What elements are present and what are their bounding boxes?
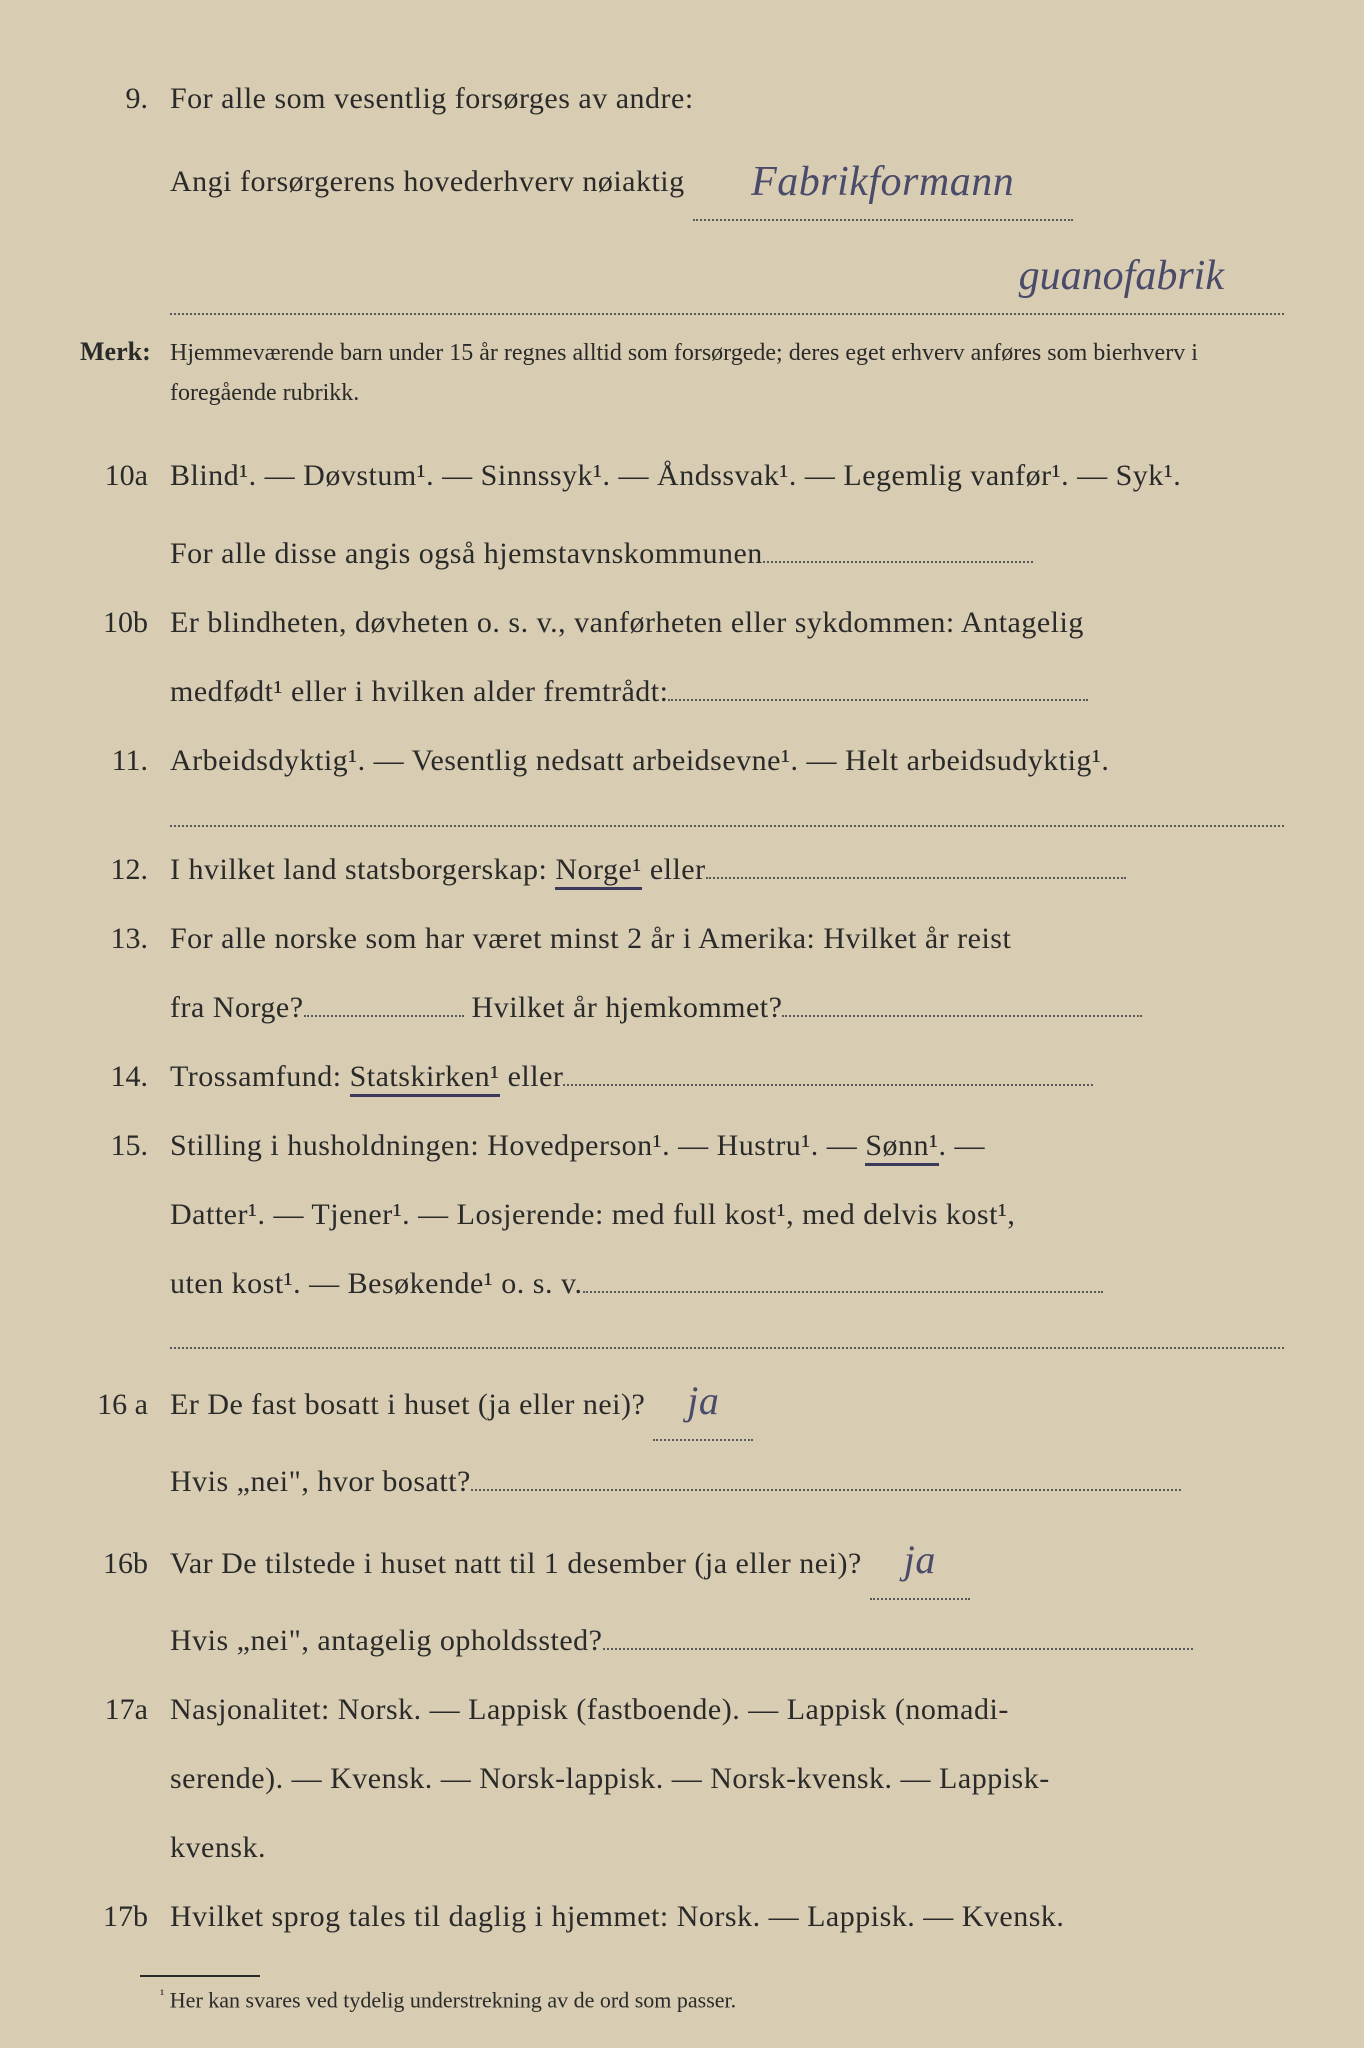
- q12-number: 12.: [80, 841, 170, 898]
- q13-line2b: Hvilket år hjemkommet?: [472, 991, 783, 1024]
- q10b-number: 10b: [80, 594, 170, 651]
- footnote: ¹ Her kan svares ved tydelig understrekn…: [160, 1987, 1284, 2013]
- q16b-line2: Hvis „nei", antagelig opholdssted?: [170, 1624, 603, 1657]
- q16b-line1: Var De tilstede i huset natt til 1 desem…: [170, 1547, 862, 1580]
- q9-answer-field-2[interactable]: guanofabrik: [170, 233, 1284, 315]
- q9-answer1: Fabrikformann: [751, 159, 1014, 205]
- q15-underlined: Sønn¹: [865, 1129, 938, 1166]
- q11-number: 11.: [80, 732, 170, 789]
- q14-underlined: Statskirken¹: [350, 1060, 500, 1097]
- q10b-line2: medfødt¹ eller i hvilken alder fremtrådt…: [170, 675, 668, 708]
- q9-line2-prefix: Angi forsørgerens hovederhverv nøiaktig: [170, 165, 685, 198]
- merk-label: Merk:: [80, 327, 170, 376]
- q11-fill-line[interactable]: [170, 801, 1284, 827]
- question-15: 15. Stilling i husholdningen: Hovedperso…: [80, 1117, 1284, 1174]
- q17b-text: Hvilket sprog tales til daglig i hjemmet…: [170, 1888, 1284, 1945]
- q17a-line3: kvensk.: [170, 1819, 1284, 1876]
- question-10b-line2: medfødt¹ eller i hvilken alder fremtrådt…: [80, 663, 1284, 720]
- question-10a-line3: For alle disse angis også hjemstavnskomm…: [80, 525, 1284, 582]
- q16a-line1: Er De fast bosatt i huset (ja eller nei)…: [170, 1388, 645, 1421]
- question-14: 14. Trossamfund: Statskirken¹ eller: [80, 1048, 1284, 1105]
- footnote-marker: ¹: [160, 1987, 164, 2003]
- merk-text: Hjemmeværende barn under 15 år regnes al…: [170, 333, 1284, 415]
- q16b-answer: ja: [904, 1537, 936, 1582]
- q17a-number: 17a: [80, 1681, 170, 1738]
- q12-underlined: Norge¹: [555, 853, 641, 890]
- q12-fill[interactable]: [706, 877, 1126, 879]
- question-13: 13. For alle norske som har været minst …: [80, 910, 1284, 967]
- question-9-line2: Angi forsørgerens hovederhverv nøiaktig …: [80, 139, 1284, 221]
- question-9: 9. For alle som vesentlig forsørges av a…: [80, 70, 1284, 127]
- q10a-fill[interactable]: [763, 561, 1033, 563]
- q16a-number: 16 a: [80, 1376, 170, 1433]
- q10a-line3: For alle disse angis også hjemstavnskomm…: [170, 537, 763, 570]
- q17a-line2: serende). — Kvensk. — Norsk-lappisk. — N…: [170, 1750, 1284, 1807]
- q10a-options: Blind¹. — Døvstum¹. — Sinnssyk¹. — Åndss…: [170, 438, 1284, 513]
- q14-number: 14.: [80, 1048, 170, 1105]
- footnote-rule: [140, 1975, 260, 1977]
- q9-answer2: guanofabrik: [1019, 253, 1224, 299]
- question-17a-line3: kvensk.: [80, 1819, 1284, 1876]
- q9-answer-line2: guanofabrik: [170, 233, 1284, 315]
- question-11: 11. Arbeidsdyktig¹. — Vesentlig nedsatt …: [80, 732, 1284, 789]
- q17a-line1: Nasjonalitet: Norsk. — Lappisk (fastboen…: [170, 1681, 1284, 1738]
- q10b-fill[interactable]: [668, 699, 1088, 701]
- question-16a-line2: Hvis „nei", hvor bosatt?: [80, 1453, 1284, 1510]
- q13-fill1[interactable]: [304, 1015, 464, 1017]
- q11-text: Arbeidsdyktig¹. — Vesentlig nedsatt arbe…: [170, 732, 1284, 789]
- q15-fill[interactable]: [583, 1291, 1103, 1293]
- q10a-number: 10a: [80, 447, 170, 504]
- question-15-line3: uten kost¹. — Besøkende¹ o. s. v.: [80, 1255, 1284, 1312]
- q13-line2a: fra Norge?: [170, 991, 304, 1024]
- question-17b: 17b Hvilket sprog tales til daglig i hje…: [80, 1888, 1284, 1945]
- q16a-line2: Hvis „nei", hvor bosatt?: [170, 1465, 471, 1498]
- q16b-number: 16b: [80, 1535, 170, 1592]
- question-17a-line2: serende). — Kvensk. — Norsk-lappisk. — N…: [80, 1750, 1284, 1807]
- question-16b-line2: Hvis „nei", antagelig opholdssted?: [80, 1612, 1284, 1669]
- q10b-line1: Er blindheten, døvheten o. s. v., vanfør…: [170, 594, 1284, 651]
- question-17a: 17a Nasjonalitet: Norsk. — Lappisk (fast…: [80, 1681, 1284, 1738]
- q16b-answer-field[interactable]: ja: [870, 1522, 970, 1600]
- q14-prefix: Trossamfund:: [170, 1060, 350, 1093]
- census-form-page: 9. For alle som vesentlig forsørges av a…: [80, 70, 1284, 2008]
- question-15-line2: Datter¹. — Tjener¹. — Losjerende: med fu…: [80, 1186, 1284, 1243]
- merk-note: Merk: Hjemmeværende barn under 15 år reg…: [80, 327, 1284, 415]
- question-10b: 10b Er blindheten, døvheten o. s. v., va…: [80, 594, 1284, 651]
- q17b-number: 17b: [80, 1888, 170, 1945]
- question-12: 12. I hvilket land statsborgerskap: Norg…: [80, 841, 1284, 898]
- q16a-answer-field[interactable]: ja: [653, 1363, 753, 1441]
- q16a-answer: ja: [687, 1378, 719, 1423]
- question-16b: 16b Var De tilstede i huset natt til 1 d…: [80, 1522, 1284, 1600]
- q13-number: 13.: [80, 910, 170, 967]
- question-10a: 10a Blind¹. — Døvstum¹. — Sinnssyk¹. — Å…: [80, 438, 1284, 513]
- q14-suffix: eller: [500, 1060, 564, 1093]
- q15-suffix: . —: [939, 1129, 986, 1162]
- q9-line1: For alle som vesentlig forsørges av andr…: [170, 70, 1284, 127]
- q9-number: 9.: [80, 70, 170, 127]
- question-13-line2: fra Norge? Hvilket år hjemkommet?: [80, 979, 1284, 1036]
- q13-line1: For alle norske som har været minst 2 år…: [170, 910, 1284, 967]
- q16a-fill[interactable]: [471, 1489, 1181, 1491]
- footnote-text: Her kan svares ved tydelig understreknin…: [170, 1988, 736, 2013]
- question-16a: 16 a Er De fast bosatt i huset (ja eller…: [80, 1363, 1284, 1441]
- q13-fill2[interactable]: [782, 1015, 1142, 1017]
- q16b-fill[interactable]: [603, 1648, 1193, 1650]
- q15-fill-line[interactable]: [170, 1324, 1284, 1350]
- q15-line3: uten kost¹. — Besøkende¹ o. s. v.: [170, 1267, 583, 1300]
- q12-prefix: I hvilket land statsborgerskap:: [170, 853, 555, 886]
- q9-answer-field-1[interactable]: Fabrikformann: [693, 139, 1073, 221]
- q15-prefix: Stilling i husholdningen: Hovedperson¹. …: [170, 1129, 865, 1162]
- q12-suffix: eller: [642, 853, 706, 886]
- q15-line2: Datter¹. — Tjener¹. — Losjerende: med fu…: [170, 1186, 1284, 1243]
- q15-number: 15.: [80, 1117, 170, 1174]
- q14-fill[interactable]: [563, 1084, 1093, 1086]
